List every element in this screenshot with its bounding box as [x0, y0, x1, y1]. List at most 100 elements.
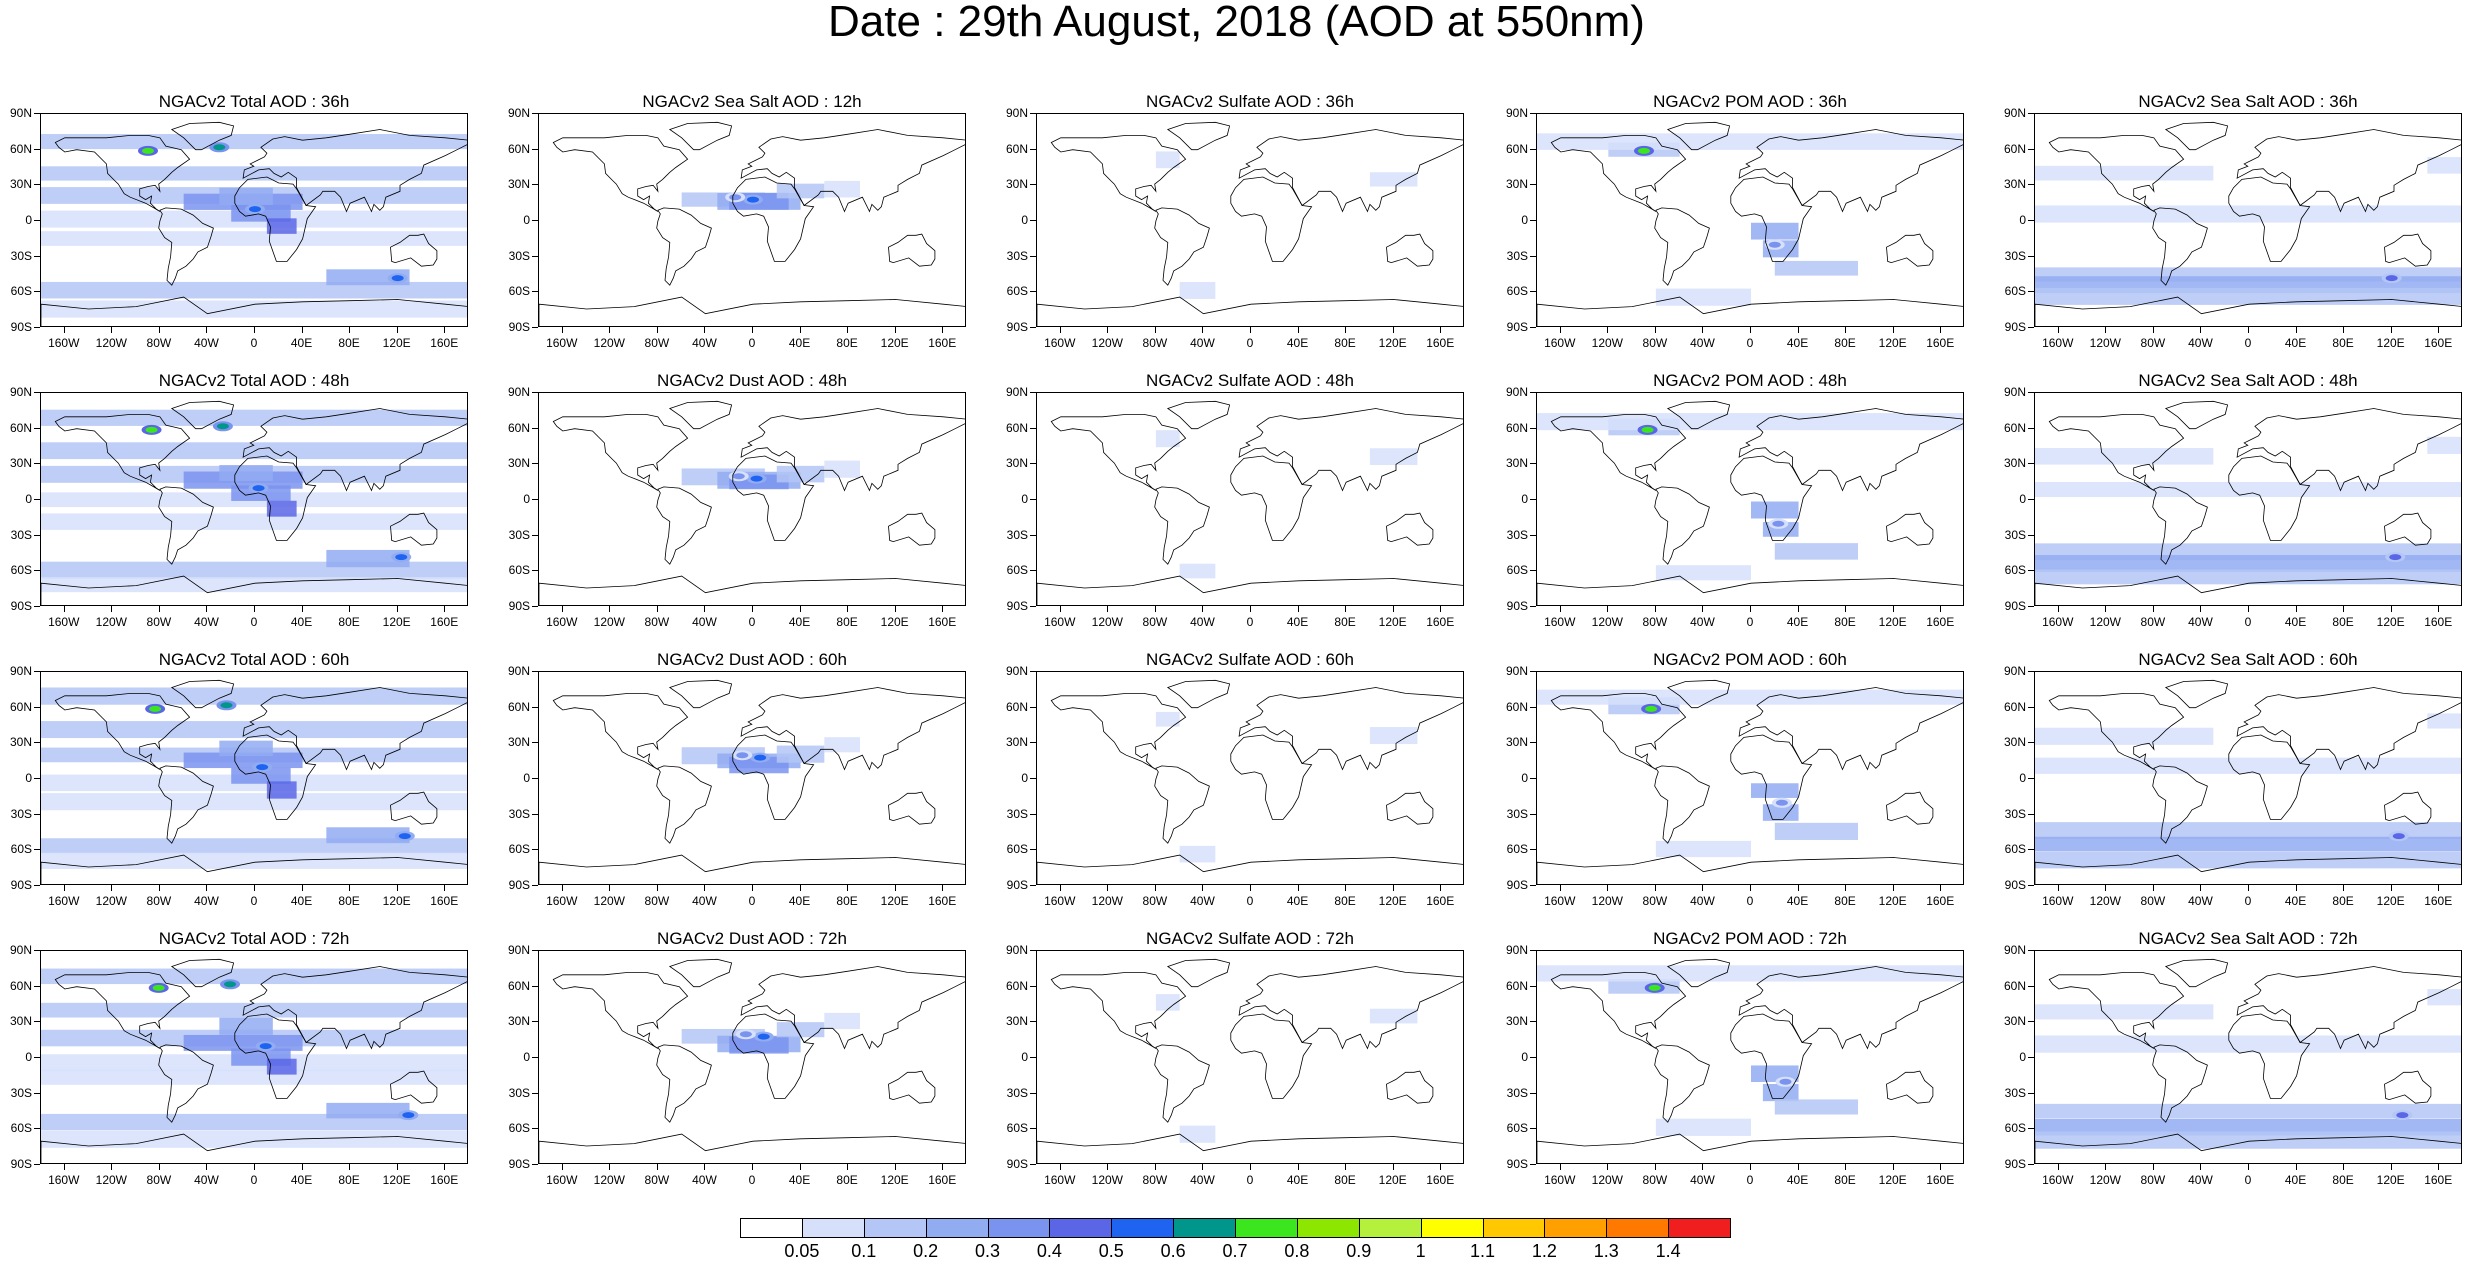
- longitude-label: 160E: [2424, 1173, 2453, 1187]
- panel-title: NGACv2 Sulfate AOD : 36h: [1146, 92, 1354, 111]
- latitude-tick: [532, 291, 538, 293]
- latitude-label: 0: [1021, 771, 1028, 785]
- colorbar-swatch: [1482, 1218, 1546, 1238]
- latitude-tick: [34, 813, 40, 815]
- longitude-tick: [2295, 885, 2297, 891]
- coastline: [2035, 854, 2461, 884]
- coastline: [234, 455, 317, 541]
- longitude-tick: [2295, 606, 2297, 612]
- longitude-tick: [2343, 327, 2345, 333]
- coastline: [1738, 687, 1963, 771]
- longitude-label: 120E: [880, 1173, 909, 1187]
- coastlines: [539, 679, 965, 884]
- panel-title: NGACv2 Sea Salt AOD : 60h: [2138, 650, 2358, 669]
- coastline: [1730, 455, 1813, 541]
- longitude-tick: [2390, 1164, 2392, 1170]
- latitude-tick: [1530, 499, 1536, 500]
- coastlines: [2035, 958, 2461, 1163]
- latitude-tick: [34, 392, 40, 393]
- aod-band: [2035, 727, 2214, 745]
- longitude-label: 160E: [430, 336, 459, 350]
- aod-band: [41, 442, 467, 460]
- longitude-tick: [1202, 1164, 1204, 1170]
- longitude-tick: [2438, 606, 2440, 612]
- longitude-label: 160W: [1044, 894, 1076, 908]
- coastlines: [1537, 121, 1963, 326]
- longitude-label: 80E: [836, 1173, 858, 1187]
- longitude-tick: [1345, 606, 1347, 612]
- latitude-tick: [2028, 606, 2034, 607]
- coastline: [390, 512, 438, 546]
- aod-band: [729, 756, 789, 774]
- longitude-tick: [2105, 606, 2107, 612]
- latitude-label: 90S: [1006, 878, 1028, 892]
- longitude-tick: [2248, 606, 2249, 612]
- coastline: [41, 1133, 467, 1163]
- map-frame: [1036, 392, 1464, 606]
- longitude-tick: [704, 885, 706, 891]
- longitude-tick: [2057, 327, 2059, 333]
- longitude-tick: [1892, 885, 1894, 891]
- longitude-label: 0: [1746, 336, 1754, 350]
- latitude-label: 90N: [2003, 106, 2026, 120]
- aod-field: [1155, 994, 1418, 1143]
- latitude-label: 60N: [1005, 978, 1028, 993]
- coastline: [1654, 765, 1710, 844]
- longitude-label: 80W: [1642, 1173, 1668, 1187]
- aod-field: [681, 180, 860, 210]
- longitude-label: 40W: [194, 1173, 219, 1187]
- latitude-label: 90N: [9, 106, 32, 120]
- longitude-label: 40E: [290, 894, 313, 908]
- longitude-label: 40W: [1690, 894, 1715, 908]
- latitude-tick: [2028, 184, 2034, 186]
- longitude-label: 120W: [1591, 1173, 1624, 1187]
- longitude-label: 80W: [1642, 336, 1668, 350]
- coastlines: [1537, 679, 1963, 884]
- longitude-tick: [254, 606, 255, 612]
- coastline: [390, 233, 438, 267]
- latitude-label: 60N: [507, 141, 530, 156]
- panel-title: NGACv2 POM AOD : 72h: [1653, 929, 1847, 948]
- longitude-tick: [752, 606, 753, 612]
- latitude-label: 60S: [1006, 284, 1028, 299]
- aod-field: [41, 687, 467, 869]
- latitude-label: 60N: [9, 699, 32, 714]
- longitude-label: 120E: [880, 336, 909, 350]
- panel-title: NGACv2 Dust AOD : 48h: [657, 371, 847, 390]
- longitude-tick: [2390, 606, 2392, 612]
- longitude-label: 120E: [1378, 1173, 1407, 1187]
- coastline: [1730, 1013, 1813, 1099]
- latitude-tick: [532, 885, 538, 886]
- aod-hotspot: [1775, 799, 1788, 806]
- latitude-label: 0: [2019, 771, 2026, 785]
- colorbar-swatch: [1111, 1218, 1175, 1238]
- aod-band: [41, 281, 467, 299]
- longitude-label: 80E: [1834, 894, 1856, 908]
- coastline: [656, 1044, 712, 1123]
- aod-band: [41, 1130, 467, 1148]
- latitude-tick: [1530, 570, 1536, 572]
- longitude-tick: [1845, 606, 1847, 612]
- latitude-tick: [1030, 1164, 1036, 1165]
- longitude-label: 80W: [1142, 615, 1168, 629]
- latitude-label: 30N: [1505, 1014, 1528, 1029]
- longitude-tick: [1750, 1164, 1751, 1170]
- coastline: [1386, 791, 1434, 825]
- coastline: [2164, 679, 2229, 709]
- latitude-tick: [1030, 499, 1036, 500]
- latitude-label: 30N: [9, 1014, 32, 1029]
- latitude-tick: [34, 985, 40, 987]
- coastline: [732, 1013, 815, 1099]
- aod-hotspot: [149, 705, 162, 712]
- longitude-tick: [1892, 1164, 1894, 1170]
- coastline: [668, 958, 733, 988]
- aod-field: [681, 737, 860, 774]
- latitude-tick: [1030, 392, 1036, 393]
- longitude-tick: [1654, 1164, 1656, 1170]
- coastline: [158, 486, 214, 565]
- longitude-tick: [1107, 1164, 1109, 1170]
- coastline: [1037, 296, 1463, 326]
- longitude-label: 40W: [2188, 1173, 2213, 1187]
- latitude-tick: [1030, 291, 1036, 293]
- colorbar-swatch: [925, 1218, 989, 1238]
